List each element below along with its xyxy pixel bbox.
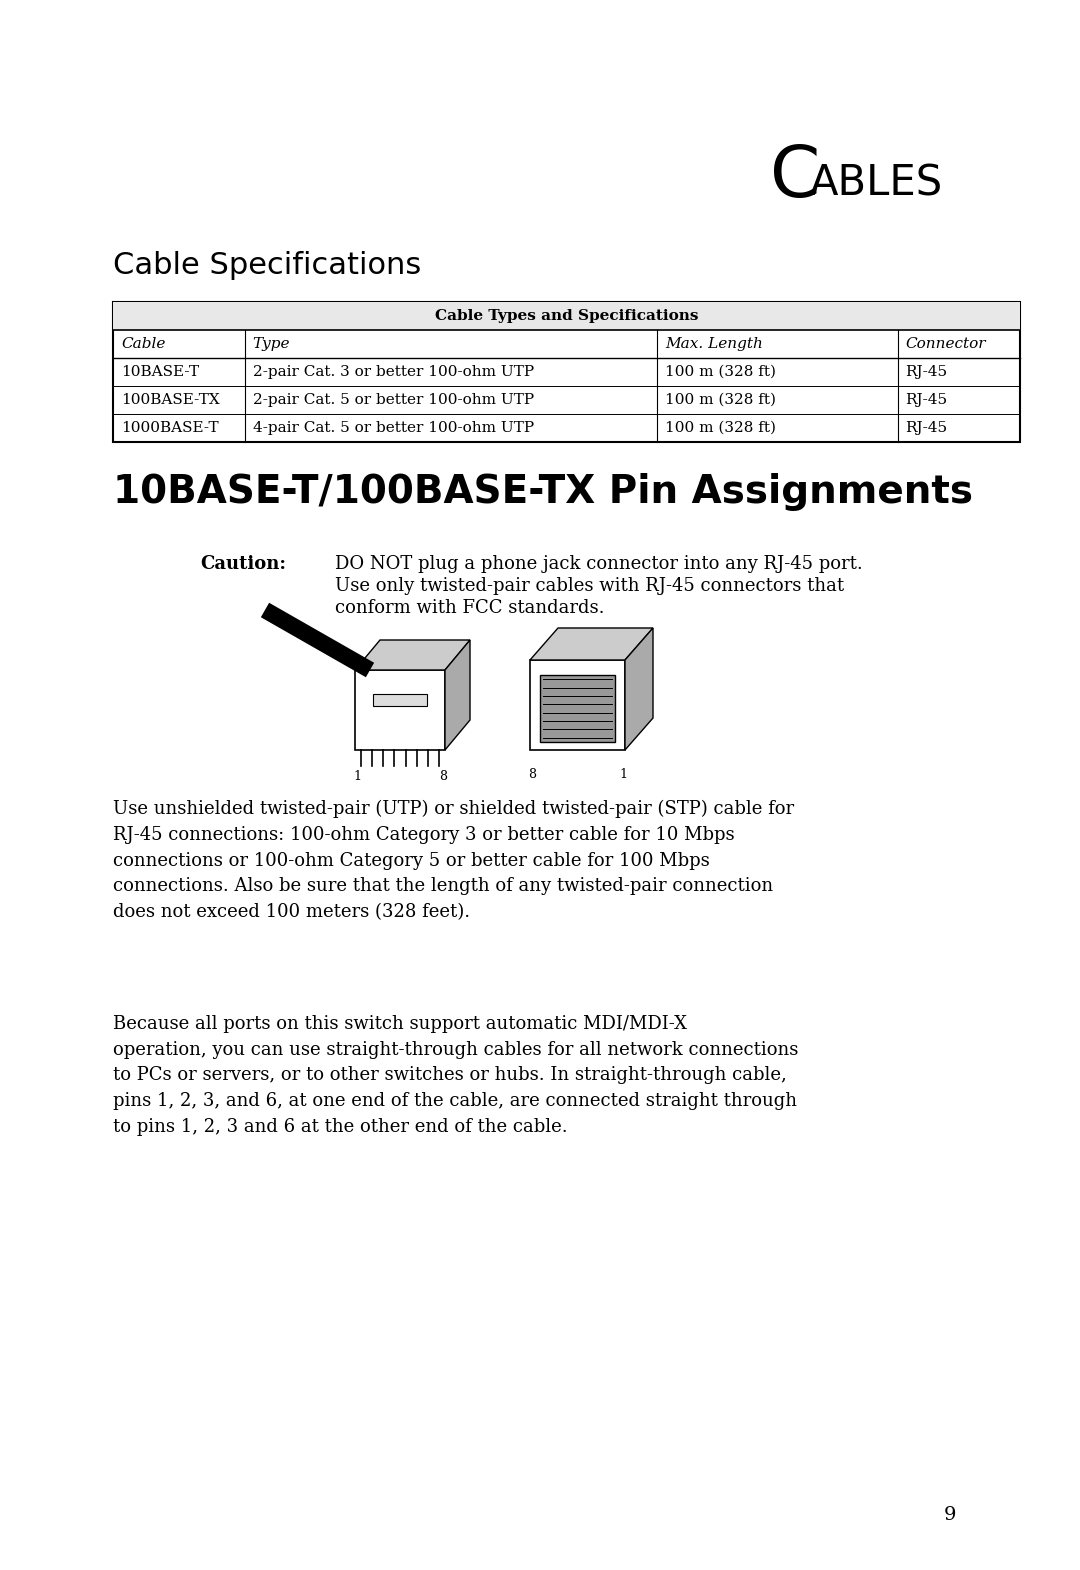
Text: Use only twisted-pair cables with RJ-45 connectors that: Use only twisted-pair cables with RJ-45 … [335, 578, 845, 595]
Text: 8: 8 [438, 769, 447, 783]
Text: 8: 8 [528, 768, 536, 780]
Text: Max. Length: Max. Length [665, 338, 764, 352]
Text: Connector: Connector [905, 338, 986, 352]
Text: 10BASE-T/100BASE-TX Pin Assignments: 10BASE-T/100BASE-TX Pin Assignments [113, 473, 973, 510]
Text: RJ-45: RJ-45 [905, 364, 947, 378]
Text: Use unshielded twisted-pair (UTP) or shielded twisted-pair (STP) cable for
RJ-45: Use unshielded twisted-pair (UTP) or shi… [113, 801, 794, 922]
Text: 1: 1 [353, 769, 361, 783]
Text: RJ-45: RJ-45 [905, 421, 947, 435]
Bar [113, 301, 1020, 330]
Text: RJ-45: RJ-45 [905, 392, 947, 407]
Text: 9: 9 [944, 1506, 956, 1524]
Text: 1000BASE-T: 1000BASE-T [121, 421, 218, 435]
Text: 2-pair Cat. 3 or better 100-ohm UTP: 2-pair Cat. 3 or better 100-ohm UTP [253, 364, 534, 378]
Text: 100BASE-TX: 100BASE-TX [121, 392, 219, 407]
Text: Because all ports on this switch support automatic MDI/MDI-X
operation, you can : Because all ports on this switch support… [113, 1014, 798, 1135]
Text: conform with FCC standards.: conform with FCC standards. [335, 600, 605, 617]
Text: C: C [770, 143, 821, 212]
Text: Type: Type [253, 338, 291, 352]
Text: 4-pair Cat. 5 or better 100-ohm UTP: 4-pair Cat. 5 or better 100-ohm UTP [253, 421, 534, 435]
Bar [113, 301, 1020, 443]
Text: 100 m (328 ft): 100 m (328 ft) [665, 364, 777, 378]
Text: ABLES: ABLES [810, 162, 943, 204]
Polygon shape [530, 628, 653, 659]
Polygon shape [355, 670, 445, 750]
Text: 1: 1 [619, 768, 627, 780]
Polygon shape [530, 659, 625, 750]
Text: 2-pair Cat. 5 or better 100-ohm UTP: 2-pair Cat. 5 or better 100-ohm UTP [253, 392, 534, 407]
Polygon shape [373, 694, 427, 707]
Text: 100 m (328 ft): 100 m (328 ft) [665, 421, 777, 435]
Text: 100 m (328 ft): 100 m (328 ft) [665, 392, 777, 407]
Text: DO NOT plug a phone jack connector into any RJ-45 port.: DO NOT plug a phone jack connector into … [335, 556, 863, 573]
Text: 10BASE-T: 10BASE-T [121, 364, 199, 378]
Text: Cable Types and Specifications: Cable Types and Specifications [435, 309, 699, 323]
Polygon shape [625, 628, 653, 750]
Text: Cable Specifications: Cable Specifications [113, 251, 421, 279]
Text: Caution:: Caution: [200, 556, 286, 573]
Text: Cable: Cable [121, 338, 165, 352]
Bar [540, 675, 615, 743]
Polygon shape [445, 641, 470, 750]
Polygon shape [355, 641, 470, 670]
